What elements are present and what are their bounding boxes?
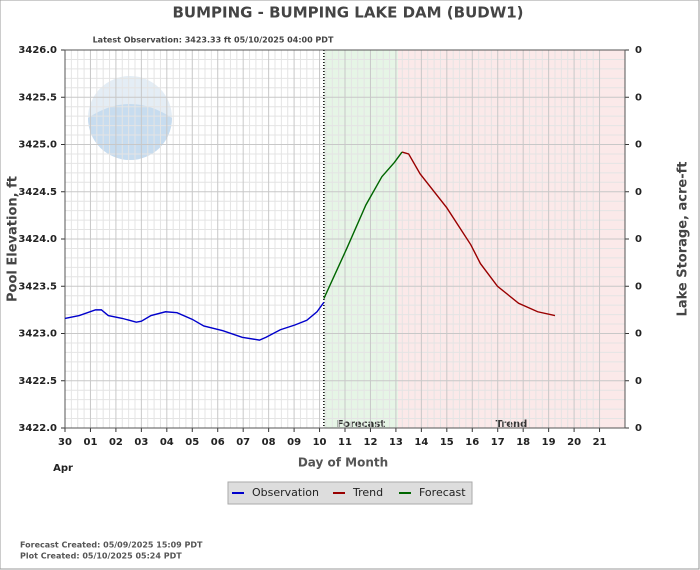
y2-tick-label: 0 — [635, 423, 642, 434]
y2-tick-label: 0 — [635, 281, 642, 292]
y-tick-label: 3424.5 — [18, 187, 57, 198]
x-tick-label: 11 — [338, 437, 352, 448]
x-tick-label: 04 — [160, 437, 174, 448]
x-tick-label: 21 — [593, 437, 607, 448]
y2-tick-label: 0 — [635, 92, 642, 103]
x-tick-label: 08 — [262, 437, 276, 448]
x-tick-label: 30 — [58, 437, 72, 448]
y-tick-label: 3424.0 — [18, 234, 57, 245]
y2-tick-label: 0 — [635, 45, 642, 56]
footer-line: Plot Created: 05/10/2025 05:24 PDT — [20, 552, 182, 561]
subtitle: Latest Observation: 3423.33 ft 05/10/202… — [93, 36, 334, 45]
month-label: Apr — [53, 463, 73, 474]
region-label: Forecast — [337, 419, 386, 430]
series-line — [323, 151, 403, 299]
x-tick-label: 14 — [414, 437, 428, 448]
logo — [88, 104, 172, 160]
series-line — [64, 301, 325, 341]
region-label: Trend — [496, 419, 528, 430]
legend-label: Trend — [352, 486, 383, 499]
plot-border — [64, 49, 626, 429]
y-tick-label: 3425.5 — [18, 92, 57, 103]
y2-tick-label: 0 — [635, 140, 642, 151]
y2-tick-label: 0 — [635, 329, 642, 340]
x-tick-label: 17 — [491, 437, 505, 448]
x-tick-label: 01 — [83, 437, 97, 448]
legend-box — [227, 481, 473, 505]
x-axis-label: Day of Month — [298, 456, 388, 470]
x-tick-label: 03 — [134, 437, 148, 448]
x-tick-label: 18 — [516, 437, 530, 448]
y-tick-label: 3425.0 — [18, 140, 57, 151]
x-tick-label: 07 — [236, 437, 250, 448]
y2-axis-label: Lake Storage, acre-ft — [676, 162, 691, 317]
y-axis-label: Pool Elevation, ft — [6, 176, 21, 302]
y2-tick-label: 0 — [635, 234, 642, 245]
x-tick-label: 19 — [542, 437, 556, 448]
y-tick-label: 3423.0 — [18, 329, 57, 340]
y2-tick-label: 0 — [635, 187, 642, 198]
x-tick-label: 05 — [185, 437, 199, 448]
legend-label: Forecast — [419, 486, 466, 499]
x-tick-label: 09 — [287, 437, 301, 448]
x-tick-label: 15 — [440, 437, 454, 448]
x-tick-label: 06 — [211, 437, 225, 448]
y2-tick-label: 0 — [635, 376, 642, 387]
y-tick-label: 3422.0 — [18, 423, 57, 434]
y-tick-label: 3423.5 — [18, 281, 57, 292]
x-tick-label: 10 — [313, 437, 327, 448]
footer-line: Forecast Created: 05/09/2025 15:09 PDT — [20, 541, 203, 550]
x-tick-label: 13 — [389, 437, 403, 448]
chart-title: BUMPING - BUMPING LAKE DAM (BUDW1) — [172, 4, 523, 22]
legend-label: Observation — [252, 486, 319, 499]
x-tick-label: 02 — [109, 437, 123, 448]
y-tick-label: 3426.0 — [18, 45, 57, 56]
x-tick-label: 16 — [465, 437, 479, 448]
plot: Forecast Trend — [64, 49, 625, 430]
series-line — [401, 151, 556, 317]
x-tick-label: 20 — [567, 437, 581, 448]
x-tick-label: 12 — [363, 437, 377, 448]
y-tick-label: 3422.5 — [18, 376, 57, 387]
